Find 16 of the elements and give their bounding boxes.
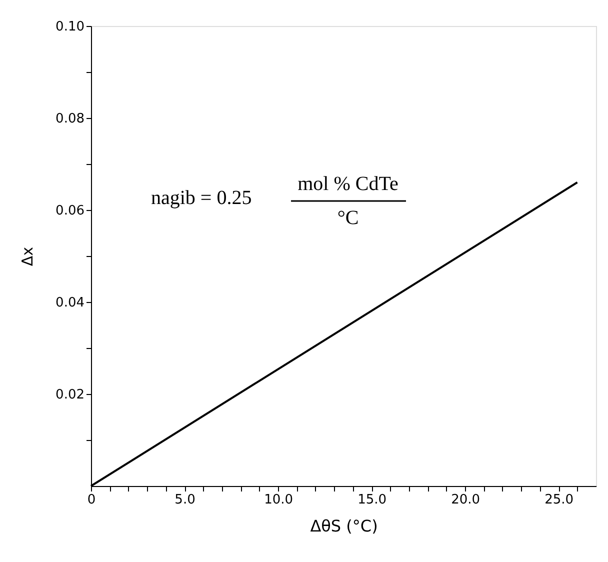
y-axis-title: Δx — [18, 246, 37, 266]
x-axis-title: ΔθS (°C) — [310, 516, 378, 536]
x-tick-label: 15.0 — [358, 492, 387, 508]
x-tick-label: 25.0 — [544, 492, 574, 508]
y-tick-label: 0.04 — [56, 296, 84, 310]
annotation: °C — [337, 207, 359, 229]
x-tick-label: 0 — [87, 492, 96, 508]
y-tick-label: 0.06 — [56, 204, 84, 218]
annotation: nagib = 0.25 — [151, 187, 252, 209]
y-tick-label: 0.02 — [56, 388, 84, 402]
x-tick-label: 5.0 — [174, 492, 196, 508]
y-tick-label: 0.08 — [56, 112, 84, 126]
x-tick-label: 10.0 — [264, 492, 294, 508]
x-tick-label: 20.0 — [451, 492, 480, 508]
y-tick-label: 0.10 — [56, 20, 84, 34]
annotation: mol % CdTe — [298, 173, 399, 195]
